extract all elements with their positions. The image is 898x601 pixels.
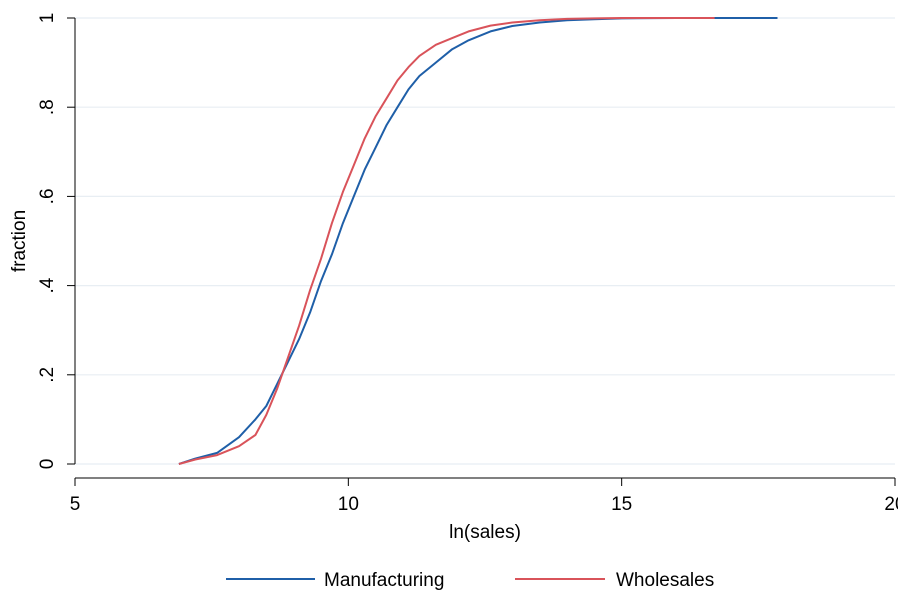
y-tick-label: 0 <box>37 459 58 470</box>
x-tick-label: 5 <box>70 494 81 515</box>
x-tick-label: 20 <box>884 494 898 515</box>
legend-label-wholesales: Wholesales <box>616 570 714 591</box>
y-tick-label: .4 <box>37 277 58 293</box>
y-axis-title: fraction <box>9 210 30 272</box>
x-tick-label: 10 <box>338 494 359 515</box>
x-tick-label: 15 <box>611 494 632 515</box>
series-line-wholesales <box>178 17 715 465</box>
series-lines <box>178 17 778 465</box>
legend: Manufacturing Wholesales <box>226 570 714 591</box>
legend-label-manufacturing: Manufacturing <box>324 570 444 591</box>
y-tick-label: .2 <box>37 367 58 383</box>
series-line-manufacturing <box>178 17 778 465</box>
y-tick-label: 1 <box>37 13 58 24</box>
grid-lines <box>75 17 895 465</box>
axes <box>67 17 896 486</box>
tick-labels: 0.2.4.6.815101520 <box>37 13 898 515</box>
x-axis-title: ln(sales) <box>449 522 521 543</box>
y-tick-label: .6 <box>37 188 58 204</box>
y-tick-label: .8 <box>37 99 58 115</box>
